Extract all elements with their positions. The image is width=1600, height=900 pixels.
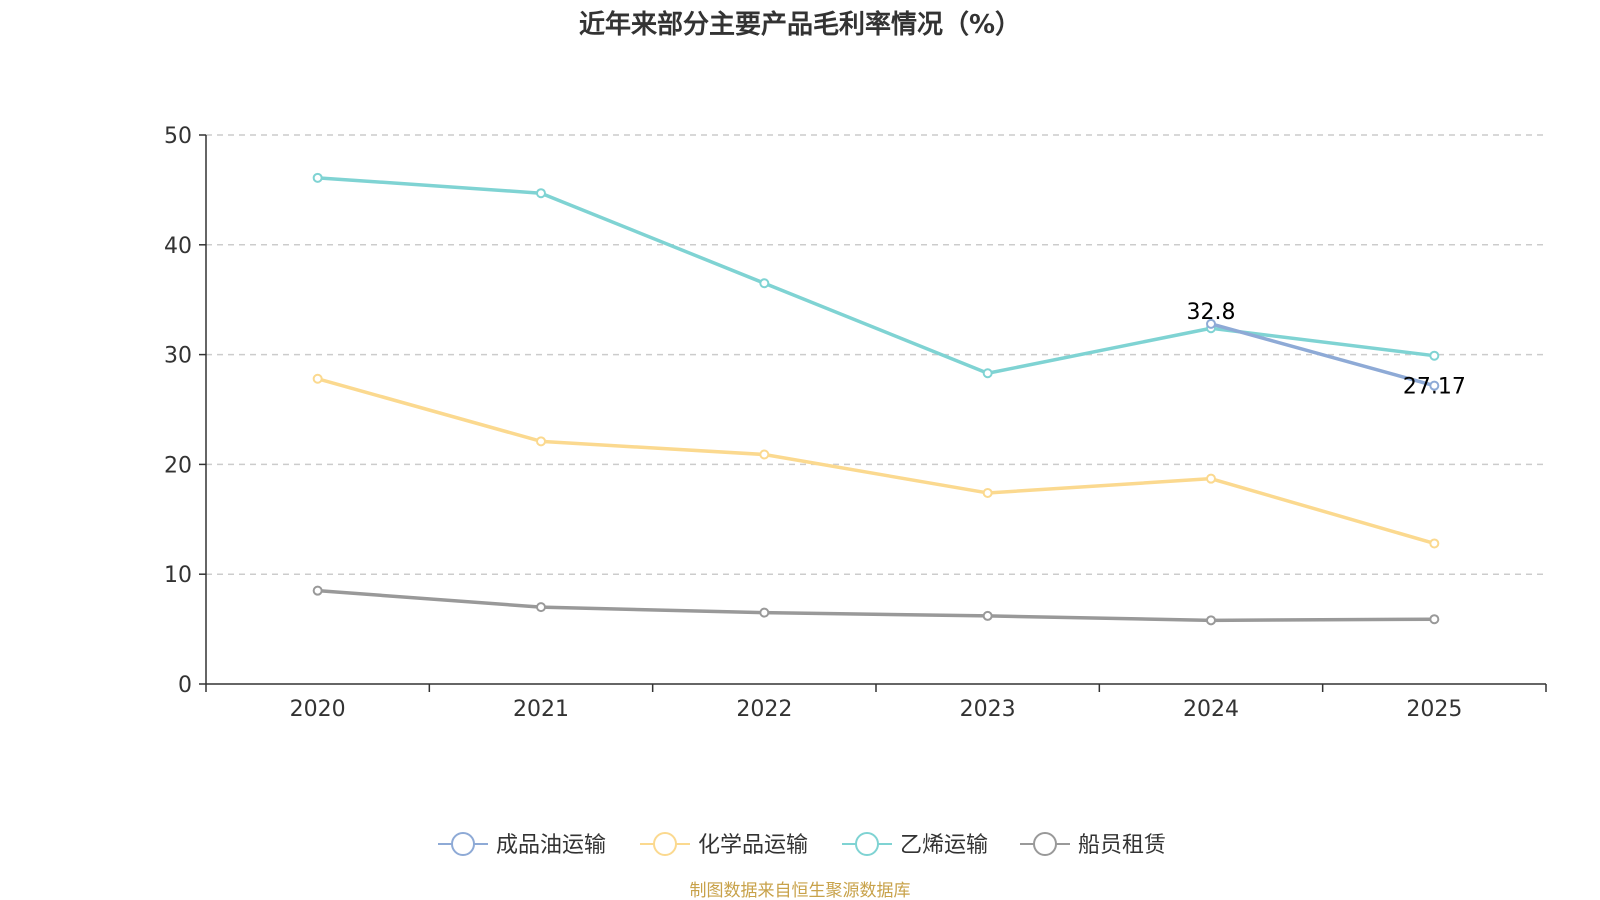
legend-marker bbox=[653, 832, 677, 856]
data-point bbox=[982, 610, 993, 621]
y-tick-label: 50 bbox=[164, 124, 192, 149]
x-tick-label: 2023 bbox=[960, 697, 1016, 722]
chart-title: 近年来部分主要产品毛利率情况（%） bbox=[579, 9, 1021, 40]
y-tick-label: 20 bbox=[164, 453, 192, 478]
series-line-3 bbox=[317, 588, 1435, 623]
data-point bbox=[759, 607, 770, 618]
data-point bbox=[312, 373, 323, 384]
series-group bbox=[312, 172, 1440, 626]
data-point bbox=[1429, 350, 1440, 361]
data-point bbox=[1429, 380, 1440, 391]
legend-item-3[interactable]: 船员租赁 bbox=[1020, 832, 1166, 858]
series-line-0 bbox=[1210, 322, 1435, 388]
data-point bbox=[1429, 538, 1440, 549]
data-labels: 32.8 27.17 bbox=[1187, 300, 1466, 400]
y-tick-label: 0 bbox=[178, 673, 192, 698]
legend-label: 成品油运输 bbox=[496, 833, 606, 858]
x-tick-label: 2025 bbox=[1406, 697, 1462, 722]
x-tick-label: 2024 bbox=[1183, 697, 1239, 722]
data-point bbox=[536, 188, 546, 199]
data-point bbox=[759, 449, 770, 460]
data-point bbox=[312, 172, 323, 183]
data-point bbox=[1429, 614, 1440, 625]
y-tick-label: 10 bbox=[164, 563, 192, 588]
data-point bbox=[536, 436, 546, 447]
legend-marker bbox=[451, 832, 475, 856]
legend-marker bbox=[1033, 832, 1057, 856]
x-tick-label: 2022 bbox=[736, 697, 792, 722]
data-point bbox=[982, 368, 993, 379]
data-point bbox=[982, 487, 993, 498]
y-tick-label: 40 bbox=[164, 234, 192, 259]
legend-item-1[interactable]: 化学品运输 bbox=[640, 832, 808, 858]
series-line-2 bbox=[317, 176, 1435, 376]
axes: 0 10 20 30 40 50 2020 2021 2022 2023 2024 2025 bbox=[164, 124, 1547, 722]
data-point bbox=[1206, 473, 1216, 484]
legend-marker bbox=[855, 832, 879, 856]
legend-item-0[interactable]: 成品油运输 bbox=[438, 832, 606, 858]
x-tick-label: 2020 bbox=[290, 697, 346, 722]
source-note: 制图数据来自恒生聚源数据库 bbox=[690, 881, 911, 900]
data-point bbox=[759, 278, 770, 289]
y-tick-label: 30 bbox=[164, 344, 192, 369]
data-point bbox=[536, 602, 546, 613]
data-point bbox=[1206, 318, 1216, 329]
grid-lines bbox=[206, 134, 1546, 575]
data-label: 32.8 bbox=[1187, 300, 1236, 325]
legend-label: 化学品运输 bbox=[698, 833, 808, 858]
legend[interactable]: 成品油运输 化学品运输 乙烯运输 船员租赁 bbox=[438, 832, 1166, 858]
legend-item-2[interactable]: 乙烯运输 bbox=[842, 832, 988, 858]
legend-label: 船员租赁 bbox=[1078, 833, 1166, 858]
data-label: 27.17 bbox=[1403, 375, 1466, 400]
series-line-1 bbox=[317, 377, 1435, 546]
legend-label: 乙烯运输 bbox=[900, 833, 988, 858]
x-tick-label: 2021 bbox=[513, 697, 569, 722]
data-point bbox=[312, 585, 323, 596]
data-point bbox=[1206, 615, 1216, 626]
